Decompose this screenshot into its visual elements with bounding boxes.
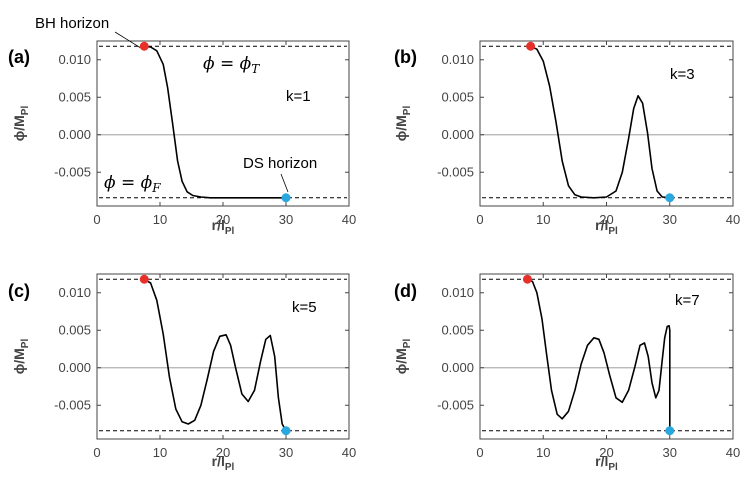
bh-horizon-marker bbox=[139, 41, 149, 51]
field-profile-line bbox=[530, 45, 670, 199]
y-tick-label: -0.005 bbox=[437, 164, 474, 179]
phi-t-annotation: ϕ = ϕT bbox=[203, 54, 260, 76]
y-tick-label: 0.010 bbox=[58, 285, 91, 300]
panel-label: (d) bbox=[394, 281, 417, 301]
y-tick-label: -0.005 bbox=[54, 397, 91, 412]
ds-horizon-marker bbox=[665, 426, 675, 436]
k-label: k=3 bbox=[670, 66, 695, 83]
x-tick-label: 20 bbox=[216, 212, 230, 227]
x-tick-label: 40 bbox=[726, 445, 740, 460]
y-tick-label: 0.010 bbox=[441, 285, 474, 300]
ds-horizon-leader bbox=[280, 173, 289, 193]
ds-horizon-marker bbox=[281, 426, 291, 436]
x-tick-label: 20 bbox=[599, 212, 613, 227]
x-tick-label: 10 bbox=[153, 445, 167, 460]
x-axis-label: r/lPl bbox=[212, 217, 235, 237]
x-tick-label: 20 bbox=[216, 445, 230, 460]
x-tick-label: 10 bbox=[536, 445, 550, 460]
y-tick-label: -0.005 bbox=[437, 397, 474, 412]
x-axis-label: r/lPl bbox=[212, 453, 235, 473]
ds-horizon-marker bbox=[665, 193, 675, 203]
plot-frame bbox=[479, 40, 734, 207]
field-profile-line bbox=[143, 278, 287, 432]
k-label: k=7 bbox=[675, 292, 700, 309]
y-tick-label: 0.005 bbox=[58, 89, 91, 104]
x-tick-label: 0 bbox=[93, 445, 100, 460]
y-axis-label: ϕ/MPl bbox=[11, 339, 31, 375]
panel-d: (d) k=7 0 10 20 30 40 -0.005 0.000 0.005 0.010 r/… bbox=[393, 273, 740, 473]
panel-b: (b) k=3 0 10 20 30 40 -0.005 0.000 0.005 0.010 r/… bbox=[393, 40, 740, 237]
y-tick-label: 0.005 bbox=[441, 89, 474, 104]
x-tick-label: 40 bbox=[726, 212, 740, 227]
x-axis-label: r/lPl bbox=[595, 453, 618, 473]
x-tick-label: 30 bbox=[663, 212, 677, 227]
panel-a: (a) k=1 BH horizon DS horizon ϕ = ϕT ϕ =… bbox=[8, 15, 356, 237]
bh-horizon-marker bbox=[522, 274, 532, 284]
bh-horizon-marker bbox=[526, 41, 536, 51]
y-tick-label: 0.000 bbox=[441, 360, 474, 375]
panel-label: (c) bbox=[8, 281, 30, 301]
x-tick-label: 10 bbox=[536, 212, 550, 227]
k-label: k=1 bbox=[286, 88, 311, 105]
phi-f-annotation: ϕ = ϕF bbox=[104, 173, 161, 195]
k-label: k=5 bbox=[292, 299, 317, 316]
x-axis-label: r/lPl bbox=[595, 217, 618, 237]
x-tick-label: 30 bbox=[279, 445, 293, 460]
panel-label: (b) bbox=[394, 47, 417, 67]
field-profile-line bbox=[527, 278, 671, 431]
x-tick-label: 30 bbox=[663, 445, 677, 460]
x-tick-label: 40 bbox=[342, 212, 356, 227]
x-tick-label: 20 bbox=[599, 445, 613, 460]
y-tick-label: 0.005 bbox=[58, 322, 91, 337]
x-tick-label: 0 bbox=[476, 212, 483, 227]
panel-c: (c) k=5 0 10 20 30 40 -0.005 0.000 0.005 0.010 r/… bbox=[8, 273, 356, 473]
y-tick-label: 0.000 bbox=[441, 127, 474, 142]
x-tick-label: 40 bbox=[342, 445, 356, 460]
panel-label: (a) bbox=[8, 47, 30, 67]
ds-horizon-marker bbox=[281, 193, 291, 203]
y-axis-label: ϕ/MPl bbox=[11, 106, 31, 142]
x-tick-label: 10 bbox=[153, 212, 167, 227]
y-tick-label: 0.000 bbox=[58, 360, 91, 375]
y-axis-label: ϕ/MPl bbox=[393, 106, 413, 142]
bh-horizon-leader bbox=[114, 31, 145, 51]
y-axis-label: ϕ/MPl bbox=[393, 339, 413, 375]
y-tick-label: 0.010 bbox=[441, 52, 474, 67]
field-profile-line bbox=[144, 45, 286, 199]
y-tick-label: -0.005 bbox=[54, 164, 91, 179]
y-tick-label: 0.005 bbox=[441, 322, 474, 337]
x-tick-label: 0 bbox=[476, 445, 483, 460]
y-tick-label: 0.010 bbox=[58, 52, 91, 67]
bh-horizon-marker bbox=[139, 274, 149, 284]
y-tick-label: 0.000 bbox=[58, 127, 91, 142]
bh-horizon-annotation: BH horizon bbox=[35, 15, 109, 32]
ds-horizon-annotation: DS horizon bbox=[243, 155, 317, 172]
x-tick-label: 30 bbox=[279, 212, 293, 227]
x-tick-label: 0 bbox=[93, 212, 100, 227]
